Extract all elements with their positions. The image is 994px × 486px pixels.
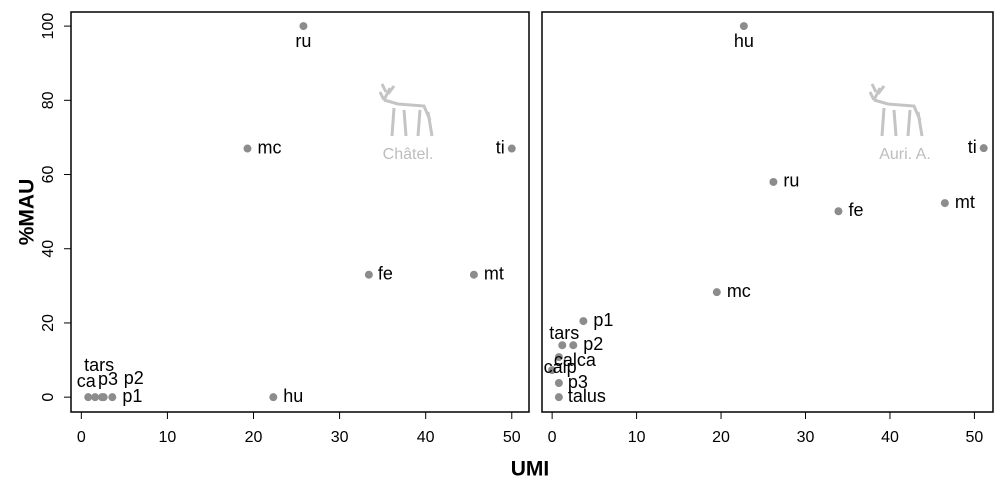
y-tick-label: 20 (40, 314, 57, 332)
y-tick-label: 100 (40, 13, 57, 40)
point (569, 341, 578, 350)
y-tick-label: 40 (40, 240, 57, 258)
point-label: calca (554, 350, 597, 370)
point-label: p1 (122, 386, 142, 406)
point (99, 393, 108, 402)
watermark-icon (868, 83, 924, 137)
x-tick-label: 30 (797, 429, 815, 446)
x-axis-label: UMI (511, 458, 550, 481)
x-tick-label: 40 (881, 429, 899, 446)
point (269, 393, 278, 402)
point-label: mt (484, 263, 504, 283)
x-tick-label: 20 (712, 429, 730, 446)
point (548, 366, 557, 375)
point-label: ru (783, 171, 799, 191)
x-tick-label: 0 (77, 429, 86, 446)
x-tick-label: 40 (417, 429, 435, 446)
point-label: ca (77, 371, 97, 391)
x-tick-label: 50 (503, 429, 521, 446)
watermark-icon (378, 83, 434, 137)
annotation: Châtel. (383, 146, 434, 163)
y-tick-label: 0 (40, 393, 57, 402)
x-tick-label: 0 (548, 429, 557, 446)
y-tick-label: 80 (40, 91, 57, 109)
point (469, 270, 478, 279)
point (579, 317, 588, 326)
point (299, 22, 308, 31)
x-tick-label: 20 (245, 429, 263, 446)
point-label: hu (283, 386, 303, 406)
point (834, 207, 843, 216)
point (507, 144, 516, 153)
point-label: mt (955, 192, 975, 212)
point (364, 270, 373, 279)
x-tick-label: 10 (628, 429, 646, 446)
point (712, 288, 721, 297)
point (554, 353, 563, 362)
point-label: mc (727, 281, 751, 301)
point-label: ti (496, 137, 505, 157)
point (940, 199, 949, 208)
point (554, 379, 563, 388)
point-label: ru (295, 31, 311, 51)
point-label: talus (568, 386, 606, 406)
point (84, 393, 93, 402)
point (979, 144, 988, 153)
point-label: tars (84, 355, 114, 375)
point-label: fe (378, 263, 393, 283)
point (243, 144, 252, 153)
annotation: Auri. A. (879, 146, 931, 163)
point-label: ti (968, 137, 977, 157)
point (769, 177, 778, 186)
x-tick-label: 30 (331, 429, 349, 446)
x-tick-label: 50 (966, 429, 984, 446)
point-label: mc (257, 137, 281, 157)
point (108, 393, 117, 402)
point-label: tars (549, 323, 579, 343)
point (739, 22, 748, 31)
point-label: p2 (583, 334, 603, 354)
plot-frame (70, 11, 530, 413)
point-label: hu (734, 31, 754, 51)
y-axis-label: %MAU (16, 179, 39, 246)
y-tick-label: 60 (40, 166, 57, 184)
point (91, 393, 100, 402)
point-label: p3 (98, 369, 118, 389)
point (558, 341, 567, 350)
plot-frame (541, 11, 994, 413)
point-label: p3 (568, 372, 588, 392)
point-label: p1 (593, 310, 613, 330)
point (554, 393, 563, 402)
point-label: p2 (124, 368, 144, 388)
x-tick-label: 10 (159, 429, 177, 446)
point-label: calp (544, 357, 577, 377)
point-label: fe (848, 200, 863, 220)
